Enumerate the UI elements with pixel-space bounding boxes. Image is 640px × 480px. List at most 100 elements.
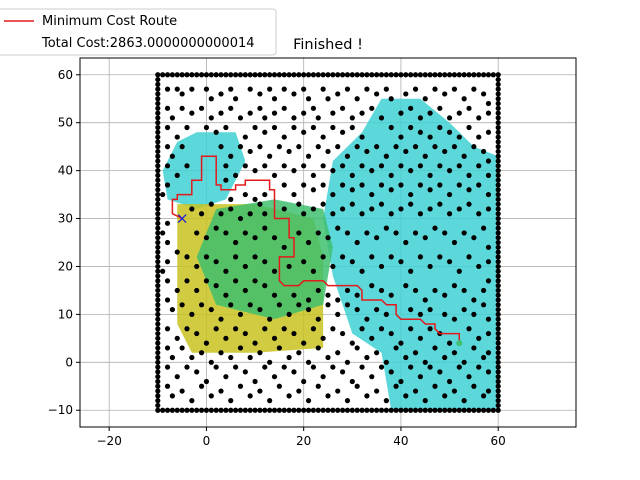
obstacle-point (213, 283, 219, 289)
obstacle-point (451, 144, 458, 150)
obstacle-point (422, 297, 428, 303)
obstacle-point (203, 254, 210, 260)
obstacle-point (369, 283, 375, 289)
obstacle-point (344, 86, 351, 92)
obstacle-point (291, 168, 297, 174)
obstacle-point (184, 278, 190, 284)
obstacle-point (213, 129, 219, 135)
obstacle-point (417, 182, 423, 188)
obstacle-point (369, 254, 375, 260)
obstacle-point (155, 206, 161, 212)
obstacle-point (442, 91, 448, 97)
obstacle-point (281, 105, 287, 111)
obstacle-point (461, 407, 467, 413)
obstacle-point (495, 235, 501, 241)
obstacle-point (257, 72, 263, 78)
obstacle-point (228, 206, 234, 212)
obstacle-point (427, 134, 433, 140)
obstacle-point (383, 359, 389, 365)
obstacle-point (427, 187, 433, 193)
obstacle-point (155, 273, 161, 279)
obstacle-point (495, 369, 501, 375)
obstacle-point (495, 244, 501, 250)
obstacle-point (374, 235, 380, 241)
obstacle-point (422, 398, 428, 404)
obstacle-point (291, 72, 297, 78)
obstacle-point (349, 340, 355, 346)
obstacle-point (330, 191, 336, 198)
obstacle-point (383, 153, 389, 159)
obstacle-point (422, 153, 428, 159)
obstacle-point (417, 211, 423, 217)
obstacle-point (155, 302, 161, 308)
obstacle-point (354, 383, 360, 389)
x-tick-label: 20 (296, 434, 311, 448)
obstacle-point (189, 72, 195, 78)
obstacle-point (174, 374, 180, 380)
obstacle-point (485, 278, 492, 284)
obstacle-point (344, 398, 351, 404)
obstacle-point (495, 287, 501, 294)
obstacle-point (398, 163, 404, 169)
obstacle-point (495, 110, 501, 116)
obstacle-point (291, 330, 297, 337)
obstacle-point (155, 374, 161, 380)
obstacle-point (339, 254, 346, 260)
obstacle-point (160, 72, 166, 78)
x-tick-label: 60 (491, 434, 506, 448)
obstacle-point (495, 345, 501, 351)
obstacle-point (417, 72, 423, 78)
obstacle-point (466, 124, 472, 131)
obstacle-point (208, 72, 214, 78)
obstacle-point (169, 393, 175, 399)
obstacle-point (495, 191, 501, 198)
obstacle-point (315, 230, 321, 236)
obstacle-point (364, 230, 370, 236)
obstacle-point (330, 168, 336, 174)
obstacle-point (164, 239, 171, 246)
obstacle-point (164, 72, 171, 78)
obstacle-point (286, 148, 292, 155)
obstacle-point (349, 378, 355, 385)
goal-marker (456, 340, 463, 347)
obstacle-point (198, 211, 205, 217)
obstacle-point (456, 163, 462, 169)
obstacle-point (310, 206, 317, 212)
obstacle-point (398, 110, 404, 116)
obstacle-point (281, 134, 287, 140)
obstacle-point (301, 182, 307, 188)
obstacle-point (461, 153, 467, 159)
obstacle-point (456, 72, 462, 78)
obstacle-point (252, 72, 258, 78)
obstacle-point (233, 239, 239, 246)
obstacle-point (320, 72, 326, 78)
obstacle-point (233, 254, 239, 260)
obstacle-point (198, 350, 205, 356)
obstacle-point (213, 259, 219, 265)
obstacle-point (296, 302, 302, 308)
obstacle-point (471, 72, 477, 78)
obstacle-point (359, 268, 365, 274)
obstacle-point (495, 100, 501, 107)
obstacle-point (456, 182, 462, 188)
obstacle-point (155, 239, 161, 246)
obstacle-point (291, 407, 297, 413)
obstacle-point (228, 153, 234, 159)
obstacle-point (155, 287, 161, 294)
obstacle-point (364, 316, 370, 322)
obstacle-point (310, 268, 317, 274)
obstacle-point (262, 115, 268, 121)
obstacle-point (281, 326, 287, 332)
obstacle-point (155, 110, 161, 116)
obstacle-point (242, 287, 248, 294)
obstacle-point (228, 105, 234, 111)
obstacle-point (155, 321, 161, 327)
obstacle-point (471, 297, 477, 303)
obstacle-point (383, 407, 389, 413)
obstacle-point (339, 72, 346, 78)
obstacle-point (203, 86, 210, 92)
obstacle-point (301, 163, 307, 169)
obstacle-point (495, 316, 501, 322)
obstacle-point (286, 393, 292, 399)
obstacle-point (276, 407, 282, 413)
